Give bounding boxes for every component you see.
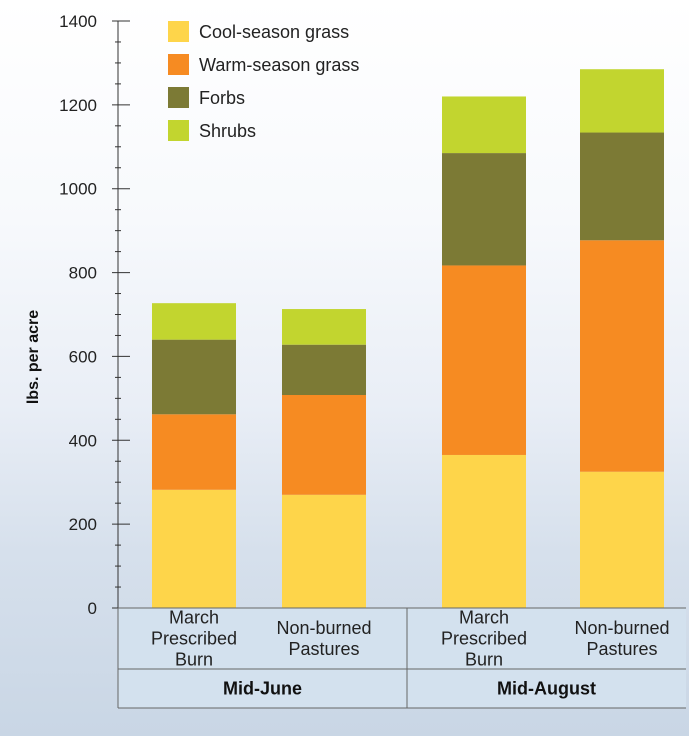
category-label: March <box>169 608 219 628</box>
category-label: Prescribed <box>151 629 237 649</box>
legend-swatch <box>168 54 189 75</box>
y-tick-label: 1400 <box>59 12 97 31</box>
bar-segment-1-cat-4 <box>580 471 664 608</box>
bar-segment-1-cat-1 <box>152 489 236 608</box>
bar-segment-3-cat-4 <box>580 132 664 241</box>
y-tick-label: 400 <box>69 431 97 450</box>
category-label: Pastures <box>288 639 359 659</box>
legend-label: Shrubs <box>199 121 256 141</box>
y-tick-label: 600 <box>69 347 97 366</box>
y-axis-label: lbs. per acre <box>25 310 42 404</box>
bar-segment-4-cat-4 <box>580 69 664 133</box>
y-tick-label: 0 <box>88 599 97 618</box>
bar-segment-4-cat-1 <box>152 303 236 340</box>
legend-swatch <box>168 87 189 108</box>
bar-segment-2-cat-3 <box>442 265 526 455</box>
bar-segment-3-cat-2 <box>282 344 366 396</box>
bar-segment-4-cat-2 <box>282 309 366 345</box>
category-label: Burn <box>465 650 503 670</box>
category-label: Non-burned <box>574 618 669 638</box>
y-tick-label: 1000 <box>59 180 97 199</box>
category-label: Pastures <box>586 639 657 659</box>
group-label: Mid-August <box>497 679 596 699</box>
y-tick-label: 1200 <box>59 96 97 115</box>
category-label: March <box>459 608 509 628</box>
bar-segment-4-cat-3 <box>442 96 526 154</box>
category-label: Non-burned <box>276 618 371 638</box>
legend-swatch <box>168 21 189 42</box>
bars-layer <box>152 69 664 608</box>
bar-segment-1-cat-3 <box>442 454 526 608</box>
legend: Cool-season grass Warm-season grass Forbs S… <box>168 21 359 141</box>
category-table: MarchPrescribedBurnNon-burnedPasturesMar… <box>117 607 686 709</box>
bar-segment-2-cat-2 <box>282 395 366 495</box>
y-tick-label: 200 <box>69 515 97 534</box>
category-table-bg <box>118 608 686 708</box>
category-label: Prescribed <box>441 629 527 649</box>
bar-segment-1-cat-2 <box>282 494 366 608</box>
legend-swatch <box>168 120 189 141</box>
category-label: Burn <box>175 650 213 670</box>
group-label: Mid-June <box>223 679 302 699</box>
legend-label: Forbs <box>199 88 245 108</box>
bar-segment-3-cat-3 <box>442 153 526 266</box>
bar-segment-2-cat-1 <box>152 414 236 490</box>
y-tick-label: 800 <box>69 264 97 283</box>
bar-segment-3-cat-1 <box>152 339 236 415</box>
legend-label: Cool-season grass <box>199 22 349 42</box>
y-axis: 0 200 400 600 800 1000 1200 1400 <box>59 12 130 618</box>
legend-label: Warm-season grass <box>199 55 359 75</box>
bar-segment-2-cat-4 <box>580 240 664 472</box>
